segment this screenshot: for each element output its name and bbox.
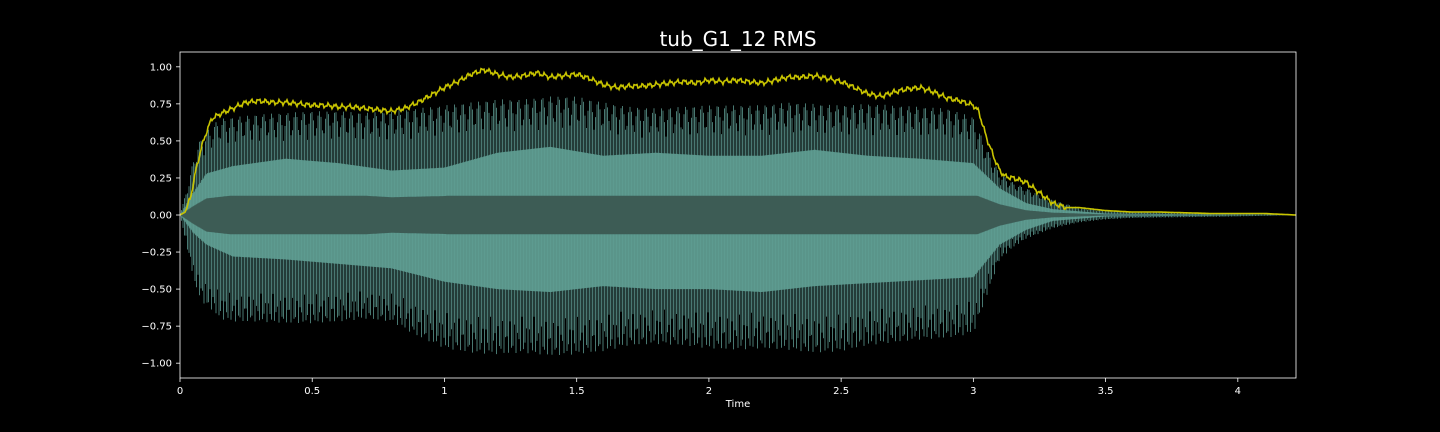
x-tick-label: 3.5 [1098, 386, 1114, 397]
x-tick-label: 0 [177, 386, 183, 397]
y-tick-label: −0.75 [141, 322, 172, 333]
x-tick-label: 1.5 [569, 386, 585, 397]
y-tick-label: 1.00 [150, 62, 172, 73]
rms-layer [179, 67, 1296, 216]
y-tick-label: −1.00 [141, 359, 172, 370]
y-tick-label: −0.50 [141, 285, 172, 296]
x-axis-label: Time [725, 399, 750, 410]
rms-line [179, 67, 1296, 216]
x-axis-ticks: 0 0.5 1 1.5 2 2.5 3 3.5 4 [177, 378, 1241, 397]
x-tick-label: 0.5 [304, 386, 320, 397]
y-tick-label: 0.75 [150, 99, 172, 110]
x-tick-label: 1 [441, 386, 447, 397]
y-tick-label: 0.00 [150, 211, 172, 222]
x-tick-label: 3 [970, 386, 976, 397]
y-tick-label: 0.25 [150, 173, 172, 184]
y-axis-ticks: 1.00 0.75 0.50 0.25 0.00 −0.25 −0.50 −0.75 −1.00 [141, 62, 180, 370]
plot-area [179, 67, 1296, 355]
x-tick-label: 4 [1235, 386, 1241, 397]
y-tick-label: −0.25 [141, 248, 172, 259]
chart-title: tub_G1_12 RMS [659, 27, 816, 51]
waveform-layer [180, 96, 1294, 355]
x-tick-label: 2 [706, 386, 712, 397]
y-tick-label: 0.50 [150, 136, 172, 147]
x-tick-label: 2.5 [833, 386, 849, 397]
waveform-center-band [180, 195, 1280, 235]
